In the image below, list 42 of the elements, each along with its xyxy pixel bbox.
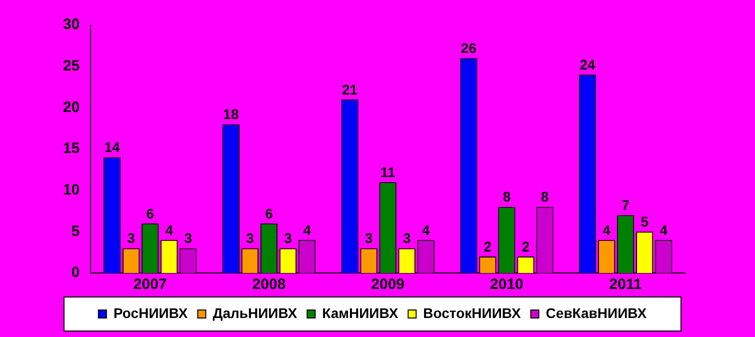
legend-label: КамНИИВХ: [322, 304, 399, 321]
x-tick-label: 2008: [252, 276, 286, 294]
data-label: 26: [460, 40, 477, 56]
data-label: 7: [622, 196, 630, 213]
legend-label: РосНИИВХ: [113, 304, 188, 321]
x-tick-label: 2011: [609, 276, 642, 294]
y-tick-label: 0: [71, 264, 80, 282]
data-label: 21: [342, 81, 358, 98]
x-tick-label: 2009: [371, 276, 405, 294]
data-label: 24: [580, 56, 596, 72]
data-label: 14: [104, 139, 120, 156]
data-label: 2: [484, 238, 492, 254]
data-label: 18: [223, 106, 239, 122]
y-tick-label: 20: [62, 98, 80, 116]
y-tick-label: 15: [62, 140, 80, 158]
data-label: 4: [660, 222, 668, 238]
data-label: 4: [303, 222, 312, 238]
data-label: 4: [165, 222, 174, 238]
legend-label: СевКавНИИВХ: [546, 304, 648, 321]
data-label: 8: [502, 188, 511, 205]
data-label: 4: [602, 222, 611, 238]
data-label: 4: [422, 222, 430, 238]
legend-label: ВостокНИИВХ: [423, 304, 522, 321]
data-label: 11: [380, 164, 396, 180]
y-tick-label: 25: [62, 57, 80, 74]
x-tick-label: 2007: [133, 276, 167, 294]
x-tick-label: 2010: [490, 276, 524, 294]
y-tick-label: 5: [71, 222, 80, 240]
y-tick-label: 10: [62, 181, 80, 198]
data-label: 2: [522, 238, 530, 254]
data-label: 5: [640, 214, 649, 230]
data-label: 6: [265, 205, 274, 222]
data-label: 6: [146, 205, 154, 222]
data-label: 8: [540, 188, 549, 205]
data-label: 3: [127, 230, 136, 246]
data-label: 3: [184, 230, 192, 246]
data-label: 3: [402, 230, 411, 246]
data-label: 3: [284, 230, 292, 246]
y-tick-label: 30: [62, 16, 80, 34]
data-label: 3: [364, 230, 373, 246]
data-label: 3: [246, 230, 254, 246]
legend-label: ДальНИИВХ: [212, 304, 298, 321]
